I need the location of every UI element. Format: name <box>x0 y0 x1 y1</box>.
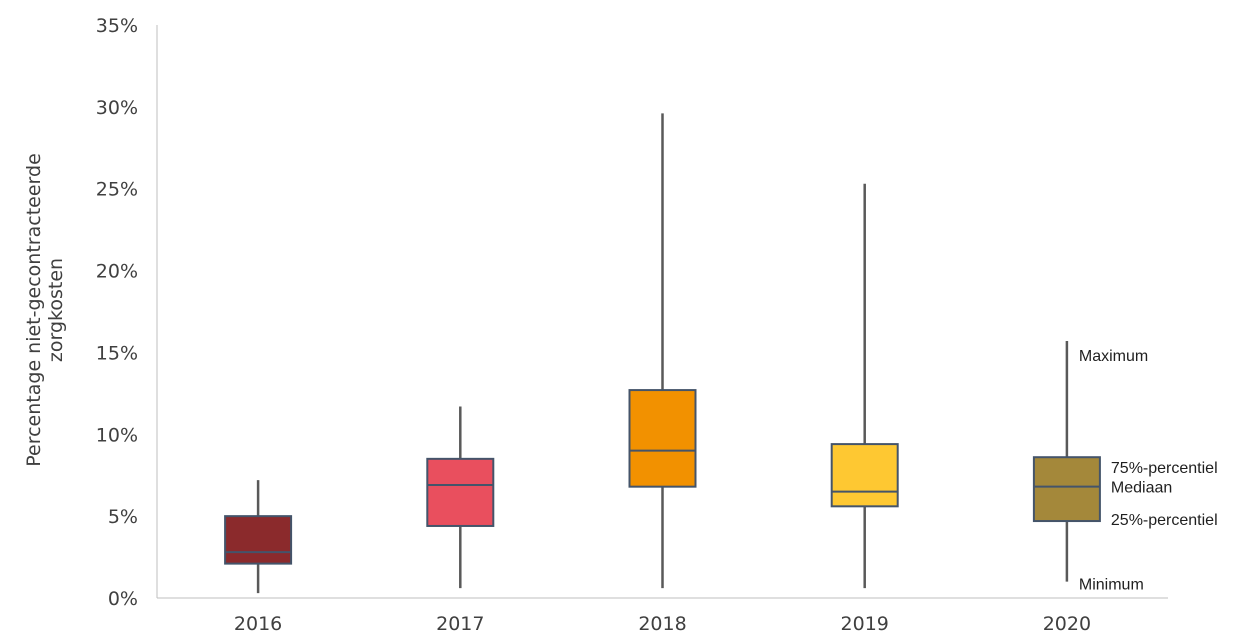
x-tick-label: 2020 <box>1043 613 1091 635</box>
annotation-maximum: Maximum <box>1079 348 1148 365</box>
y-tick-label: 30% <box>96 97 138 119</box>
box-body <box>224 515 293 565</box>
box-2018 <box>628 113 697 589</box>
y-tick-labels: 0% 5% 10% 15% 20% 25% 30% 35% <box>96 15 138 610</box>
y-tick-label: 5% <box>108 506 138 528</box>
box-series <box>224 113 1101 594</box>
annotation-minimum: Minimum <box>1079 577 1144 594</box>
annotation-q3: 75%-percentiel <box>1111 460 1218 477</box>
y-tick-label: 10% <box>96 424 138 446</box>
y-tick-label: 35% <box>96 15 138 37</box>
y-tick-label: 25% <box>96 179 138 201</box>
box-body <box>426 457 495 527</box>
x-tick-label: 2016 <box>234 613 282 635</box>
box-body <box>830 443 899 508</box>
box-body <box>1032 456 1101 523</box>
y-axis-label: Percentage niet-gecontracteerde zorgkost… <box>23 153 67 467</box>
x-tick-label: 2018 <box>638 613 686 635</box>
annotation-q1: 25%-percentiel <box>1111 512 1218 529</box>
legend-annotations: Maximum 75%-percentiel Mediaan 25%-perce… <box>1079 348 1218 594</box>
y-tick-label: 0% <box>108 588 138 610</box>
x-tick-label: 2017 <box>436 613 484 635</box>
y-tick-label: 20% <box>96 261 138 283</box>
x-tick-label: 2019 <box>841 613 889 635</box>
box-2020 <box>1032 340 1101 582</box>
y-axis-label-line-1: Percentage niet-gecontracteerde <box>23 153 45 467</box>
y-tick-label: 15% <box>96 342 138 364</box>
box-2019 <box>830 183 899 589</box>
x-tick-labels: 2016 2017 2018 2019 2020 <box>234 613 1091 635</box>
annotation-median: Mediaan <box>1111 480 1172 497</box>
box-2017 <box>426 406 495 589</box>
box-2016 <box>224 480 293 594</box>
box-body <box>628 389 697 488</box>
y-axis-label-line-2: zorgkosten <box>45 258 67 362</box>
